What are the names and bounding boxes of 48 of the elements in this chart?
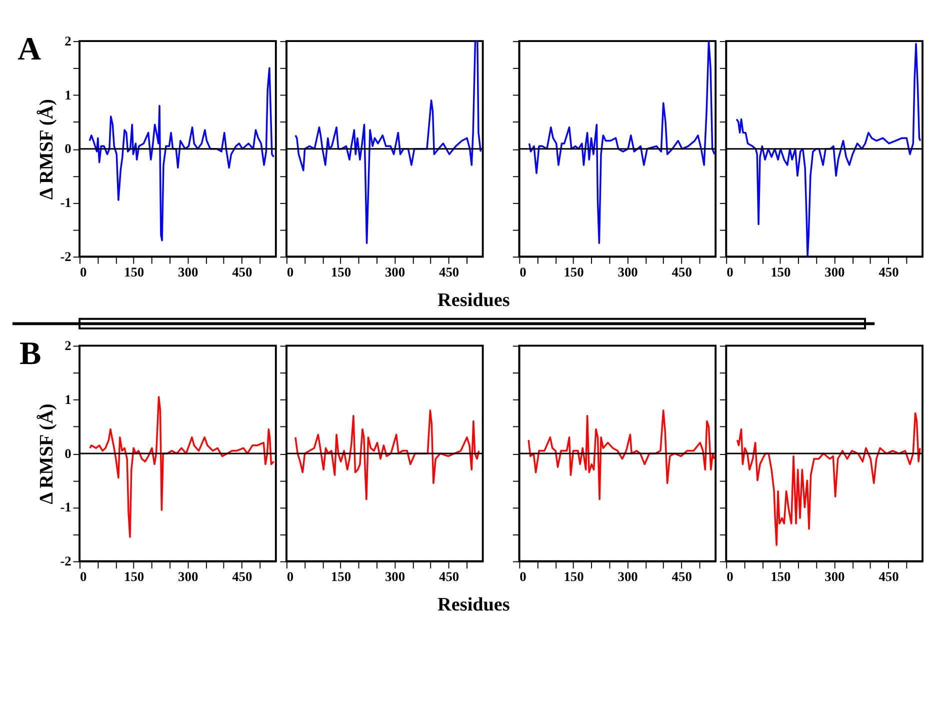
x-tick-label: 300	[618, 264, 638, 280]
y-tick-label: -2	[60, 248, 72, 264]
x-tick-label: 0	[726, 568, 734, 584]
x-tick-label: 150	[770, 264, 792, 280]
x-tick-label: 0	[520, 264, 527, 280]
y-tick-label: -1	[60, 500, 72, 515]
y-tick-label: 2	[64, 338, 72, 354]
x-tick-label: 450	[672, 568, 692, 584]
y-tick-label: 0	[64, 141, 72, 156]
x-tick-label: 300	[178, 264, 198, 280]
x-tick-label: 450	[232, 568, 252, 584]
x-tick-label: 450	[672, 264, 692, 280]
y-tick-label: -1	[60, 195, 72, 210]
x-tick-label: 0	[726, 264, 734, 280]
y-axis-title: Δ RMSF (Å)	[36, 99, 58, 200]
y-tick-label: 2	[64, 33, 72, 48]
x-axis-title: Residues	[438, 594, 510, 616]
x-tick-label: 0	[80, 568, 87, 584]
y-tick-label: 0	[64, 446, 72, 461]
y-axis-title: Δ RMSF (Å)	[36, 404, 58, 504]
y-tick-label: 1	[64, 87, 72, 102]
y-tick-label: 1	[64, 392, 72, 407]
x-tick-label: 150	[564, 568, 584, 584]
x-tick-label: 300	[824, 568, 846, 584]
x-tick-label: 150	[564, 264, 584, 280]
x-tick-label: 150	[330, 568, 352, 584]
x-tick-label: 0	[80, 264, 87, 280]
x-tick-label: 300	[384, 264, 406, 280]
x-tick-label: 150	[770, 568, 792, 584]
x-tick-label: 300	[384, 568, 406, 584]
x-tick-label: 0	[286, 568, 294, 584]
y-tick-label: -2	[60, 554, 72, 569]
x-tick-label: 0	[520, 568, 527, 584]
x-tick-label: 150	[330, 264, 352, 280]
x-tick-label: 150	[124, 264, 144, 280]
x-tick-label: 150	[124, 568, 144, 584]
x-axis-title: Residues	[438, 290, 510, 311]
x-tick-label: 450	[439, 568, 460, 584]
x-tick-label: 300	[618, 568, 638, 584]
text: A	[18, 31, 42, 68]
x-tick-label: 450	[232, 264, 252, 280]
x-tick-label: 0	[286, 264, 294, 280]
x-tick-label: 450	[878, 568, 900, 584]
x-tick-label: 300	[824, 264, 846, 280]
x-tick-label: 450	[439, 264, 460, 280]
x-tick-label: 450	[878, 264, 900, 280]
x-tick-label: 300	[178, 568, 198, 584]
text: B	[19, 336, 42, 372]
